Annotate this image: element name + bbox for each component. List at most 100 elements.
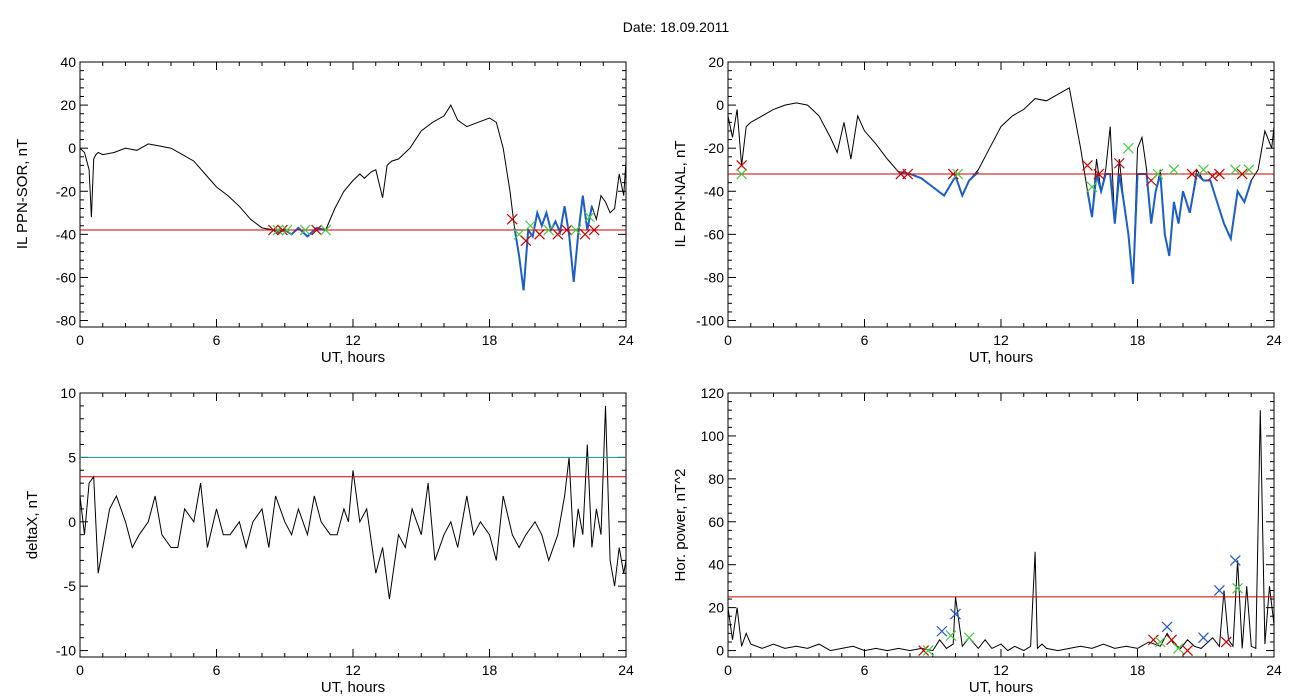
y-tick-label: -60 — [56, 269, 76, 285]
series-line — [79, 104, 627, 291]
y-tick-label: 0 — [68, 514, 76, 530]
x-marker — [963, 632, 975, 644]
x-marker — [945, 630, 957, 641]
x-tick-label: 0 — [76, 332, 84, 348]
y-tick-label: -20 — [704, 140, 724, 156]
x-marker — [902, 168, 914, 180]
x-marker — [936, 625, 948, 637]
x-marker — [525, 220, 536, 232]
x-tick-label: 18 — [1130, 332, 1146, 348]
x-marker — [588, 224, 600, 236]
x-marker — [1182, 645, 1193, 656]
x-marker — [1148, 634, 1159, 646]
x-marker — [584, 211, 596, 223]
x-tick-label: 12 — [345, 332, 361, 348]
x-marker — [506, 213, 518, 225]
y-tick-label: 0 — [716, 97, 724, 113]
x-marker — [1166, 634, 1178, 646]
y-axis-label: IL PPN-SOR, nT — [14, 139, 31, 249]
highlight-series-line — [1086, 171, 1253, 284]
x-tick-label: 18 — [482, 332, 498, 348]
x-marker — [1213, 585, 1225, 596]
x-marker — [1168, 164, 1180, 176]
x-marker — [922, 645, 934, 656]
series-line — [727, 410, 1275, 652]
y-tick-label: -10 — [56, 643, 76, 659]
x-marker — [299, 224, 311, 236]
x-marker — [947, 168, 959, 180]
x-marker — [736, 159, 748, 171]
x-marker — [1173, 642, 1184, 654]
y-tick-label: 20 — [708, 600, 724, 616]
y-tick-label: -40 — [704, 183, 724, 199]
x-tick-label: 12 — [993, 332, 1009, 348]
x-marker — [1113, 157, 1125, 169]
x-axis-label: UT, hours — [969, 679, 1033, 696]
x-tick-label: 6 — [213, 332, 221, 348]
y-tick-label: 100 — [701, 428, 725, 444]
y-tick-label: 5 — [68, 449, 76, 465]
x-marker — [736, 168, 748, 180]
y-tick-label: -100 — [696, 313, 724, 329]
x-tick-label: 0 — [724, 662, 732, 678]
series-line — [727, 87, 1275, 284]
x-marker — [267, 224, 279, 236]
y-tick-label: -40 — [56, 226, 76, 242]
y-axis-label: Hor. power, nT^2 — [672, 469, 689, 582]
y-tick-label: 80 — [708, 471, 724, 487]
plot-frame — [79, 392, 627, 658]
x-marker — [1093, 168, 1105, 180]
x-marker — [1086, 181, 1098, 193]
x-tick-label: 18 — [482, 662, 498, 678]
x-marker — [1207, 170, 1218, 182]
x-marker — [1186, 168, 1198, 180]
x-marker — [570, 224, 582, 236]
x-tick-label: 6 — [213, 662, 221, 678]
plot-frame — [79, 61, 627, 328]
x-axis-label: UT, hours — [969, 349, 1033, 366]
x-marker — [520, 235, 532, 247]
x-marker — [1161, 621, 1173, 633]
x-marker — [272, 224, 284, 236]
highlight-series-line — [898, 170, 979, 199]
x-axis-label: UT, hours — [321, 679, 385, 696]
x-tick-label: 24 — [618, 332, 634, 348]
y-axis-label: deltaX, nT — [24, 491, 41, 559]
x-marker — [1220, 636, 1232, 648]
x-marker — [952, 168, 964, 180]
x-tick-label: 24 — [1266, 332, 1282, 348]
x-tick-label: 12 — [345, 662, 361, 678]
x-tick-label: 6 — [861, 662, 869, 678]
x-tick-label: 12 — [993, 662, 1009, 678]
x-marker — [1154, 636, 1166, 648]
x-marker — [543, 224, 555, 236]
x-marker — [1198, 632, 1209, 644]
x-tick-label: 6 — [861, 332, 869, 348]
x-axis-label: UT, hours — [321, 349, 385, 366]
series-line — [79, 405, 627, 600]
x-marker — [277, 224, 288, 236]
highlight-series-line — [513, 195, 593, 291]
y-tick-label: 40 — [708, 557, 724, 573]
y-tick-label: 40 — [60, 54, 76, 70]
panel-deltax: UT, hours deltaX, nT 0 6 12 18 24 -10 -5 0 5 10 — [24, 385, 634, 696]
y-tick-label: 20 — [708, 54, 724, 70]
x-tick-label: 0 — [724, 332, 732, 348]
figure-title: Date: 18.09.2011 — [623, 19, 730, 35]
y-tick-label: 120 — [701, 385, 725, 401]
x-marker — [918, 645, 930, 656]
x-tick-label: 0 — [76, 662, 84, 678]
x-marker — [561, 224, 573, 236]
y-tick-label: -80 — [56, 313, 76, 329]
panel-power: UT, hours Hor. power, nT^2 0 6 12 18 24 0 20 40… — [672, 385, 1282, 696]
x-tick-label: 24 — [1266, 662, 1282, 678]
x-marker — [1229, 554, 1241, 566]
x-marker — [579, 228, 591, 240]
x-marker — [1236, 168, 1248, 180]
x-marker — [1232, 582, 1244, 594]
x-marker — [1243, 164, 1255, 176]
x-marker — [1152, 168, 1164, 180]
y-tick-label: -80 — [704, 269, 724, 285]
x-marker — [950, 608, 961, 620]
